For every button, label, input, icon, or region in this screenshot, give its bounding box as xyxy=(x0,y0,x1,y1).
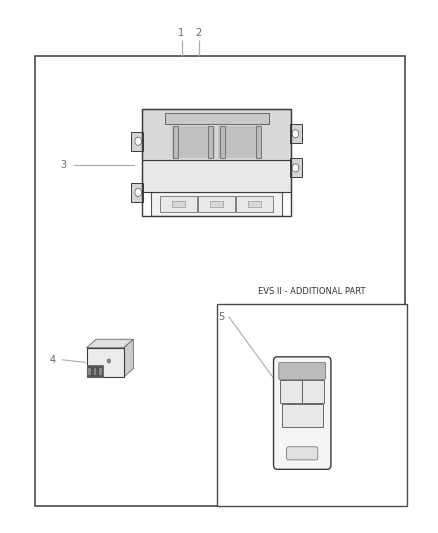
Bar xyxy=(160,196,198,212)
Circle shape xyxy=(107,359,110,363)
Bar xyxy=(131,132,143,151)
Bar xyxy=(35,56,405,506)
Bar xyxy=(280,380,302,403)
FancyBboxPatch shape xyxy=(273,357,331,470)
Bar xyxy=(210,201,223,207)
Bar xyxy=(99,368,102,375)
Bar xyxy=(248,201,261,207)
Bar xyxy=(198,196,236,212)
Circle shape xyxy=(292,164,299,172)
Bar xyxy=(217,304,407,506)
Circle shape xyxy=(135,137,141,146)
Bar xyxy=(86,348,124,377)
Bar xyxy=(290,124,302,143)
Bar xyxy=(142,109,291,160)
Text: 4: 4 xyxy=(49,355,56,365)
Bar xyxy=(142,160,291,192)
Bar xyxy=(142,109,291,216)
Bar xyxy=(220,126,226,158)
Bar xyxy=(218,126,261,158)
Bar xyxy=(94,368,96,375)
Bar xyxy=(88,368,91,375)
Bar xyxy=(208,126,213,158)
Text: 2: 2 xyxy=(195,28,201,38)
Bar xyxy=(236,196,273,212)
Bar xyxy=(173,126,178,158)
Text: 1: 1 xyxy=(178,28,184,38)
Polygon shape xyxy=(86,339,133,348)
Polygon shape xyxy=(124,339,133,377)
Bar xyxy=(303,380,324,403)
FancyBboxPatch shape xyxy=(286,447,318,460)
Circle shape xyxy=(135,188,141,197)
Bar xyxy=(151,192,283,216)
Bar xyxy=(256,126,261,158)
Bar xyxy=(165,114,269,124)
Bar xyxy=(131,183,143,202)
Text: 3: 3 xyxy=(60,160,67,170)
FancyBboxPatch shape xyxy=(279,362,325,379)
Bar xyxy=(282,403,323,426)
Bar xyxy=(86,366,103,377)
Text: 5: 5 xyxy=(218,312,224,322)
Bar xyxy=(172,201,185,207)
Bar xyxy=(290,158,302,177)
Text: EVS II - ADDITIONAL PART: EVS II - ADDITIONAL PART xyxy=(258,287,366,296)
Circle shape xyxy=(292,130,299,138)
Bar xyxy=(172,126,215,158)
